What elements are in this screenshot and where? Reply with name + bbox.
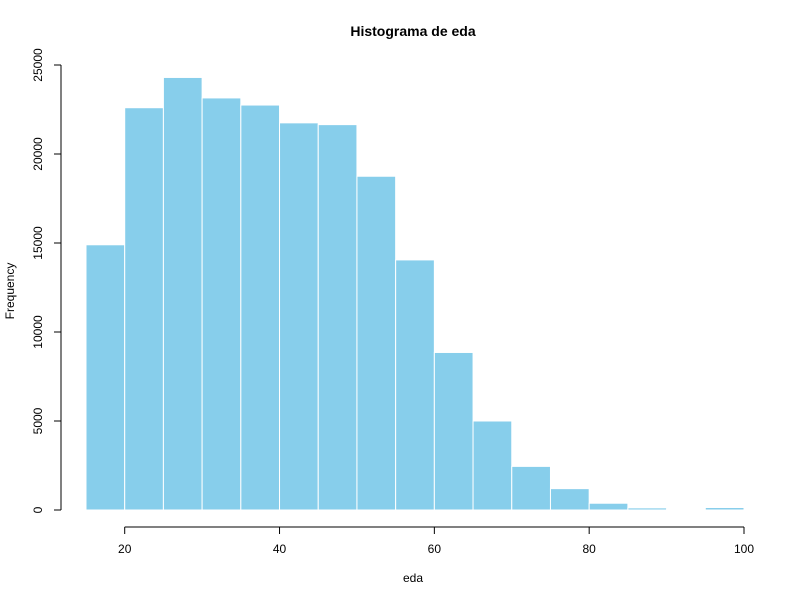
x-tick-label-80: 80 bbox=[582, 542, 596, 556]
y-axis-label: Frequency bbox=[3, 263, 17, 320]
y-axis: 0 5000 10000 15000 20000 25000 bbox=[31, 48, 62, 513]
histogram-bar-70-75 bbox=[511, 465, 551, 511]
y-tick-label-0: 0 bbox=[31, 506, 45, 513]
bars-group bbox=[85, 76, 745, 511]
y-tick-label-5000: 5000 bbox=[31, 407, 45, 434]
histogram-bar-60-65 bbox=[433, 351, 474, 511]
histogram-bar-30-35 bbox=[201, 97, 242, 511]
histogram-bar-25-30 bbox=[162, 76, 203, 511]
histogram-bar-85-90 bbox=[627, 507, 668, 511]
histogram-bar-80-85 bbox=[588, 502, 629, 511]
histogram-bar-50-55 bbox=[356, 175, 397, 511]
chart-title: Histograma de eda bbox=[350, 23, 475, 39]
histogram-bar-95-100 bbox=[704, 507, 745, 511]
histogram-bar-65-70 bbox=[472, 420, 513, 511]
histogram-bar-45-50 bbox=[317, 124, 358, 511]
histogram-bar-35-40 bbox=[240, 104, 281, 511]
x-tick-label-60: 60 bbox=[428, 542, 442, 556]
histogram-bar-15-20 bbox=[85, 244, 126, 511]
x-tick-label-20: 20 bbox=[118, 542, 132, 556]
x-tick-label-100: 100 bbox=[734, 542, 754, 556]
x-axis: 20 40 60 80 100 bbox=[118, 526, 754, 556]
y-tick-label-25000: 25000 bbox=[31, 48, 45, 82]
histogram-bar-20-25 bbox=[124, 107, 164, 511]
x-tick-label-40: 40 bbox=[273, 542, 287, 556]
x-axis-label: eda bbox=[403, 571, 423, 585]
histogram-bar-40-45 bbox=[279, 122, 319, 511]
histogram-bar-75-80 bbox=[549, 488, 590, 511]
y-tick-label-10000: 10000 bbox=[31, 315, 45, 349]
y-tick-label-20000: 20000 bbox=[31, 137, 45, 171]
histogram-bar-55-60 bbox=[395, 259, 435, 511]
y-tick-label-15000: 15000 bbox=[31, 226, 45, 260]
